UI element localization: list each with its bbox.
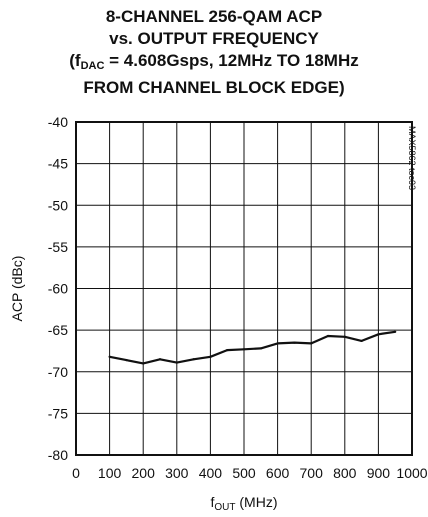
acp-data-point	[377, 333, 380, 336]
x-tick-label: 1000	[396, 465, 427, 481]
x-axis-title-unit: (MHz)	[236, 494, 278, 510]
y-tick-label: -40	[48, 114, 68, 130]
x-axis-title-main: f	[211, 494, 215, 510]
y-tick-label: -45	[48, 156, 68, 172]
x-tick-label: 700	[300, 465, 324, 481]
chart-title: 8-CHANNEL 256-QAM ACP vs. OUTPUT FREQUEN…	[0, 6, 428, 99]
y-tick-label: -75	[48, 405, 68, 421]
side-tag-label: MAX5862 toc03	[407, 126, 417, 190]
x-tick-label: 200	[132, 465, 156, 481]
title-line-3-prefix: (f	[69, 51, 81, 70]
title-line-1: 8-CHANNEL 256-QAM ACP	[105, 7, 323, 26]
x-tick-label: 100	[98, 465, 122, 481]
y-tick-label: -55	[48, 239, 68, 255]
title-line-2: vs. OUTPUT FREQUENCY	[109, 29, 319, 48]
x-tick-label: 500	[232, 465, 256, 481]
y-tick-label: -65	[48, 322, 68, 338]
acp-data-point	[209, 355, 212, 358]
x-tick-label: 0	[72, 465, 80, 481]
x-tick-label: 800	[333, 465, 357, 481]
acp-data-point	[259, 347, 262, 350]
acp-data-point	[343, 335, 346, 338]
title-line-3: (fDAC = 4.608Gsps, 12MHz TO 18MHz	[0, 50, 428, 77]
acp-data-point	[326, 334, 330, 338]
acp-data-point	[293, 341, 296, 344]
acp-data-point	[142, 362, 145, 365]
x-tick-label: 300	[165, 465, 189, 481]
title-line-3-suffix: = 4.608Gsps, 12MHz TO 18MHz	[104, 51, 359, 70]
x-axis-title-subscript: OUT	[214, 502, 235, 513]
acp-data-point	[226, 349, 229, 352]
acp-data-point	[125, 358, 128, 362]
y-tick-label: -50	[48, 197, 68, 213]
acp-data-point	[192, 358, 195, 361]
y-tick-label: -80	[48, 447, 68, 463]
y-axis-title: ACP (dBc)	[9, 256, 25, 322]
acp-data-point	[394, 330, 397, 333]
x-axis-title: fOUT (MHz)	[211, 494, 278, 513]
acp-series-line	[109, 330, 396, 365]
acp-data-point	[242, 348, 246, 351]
acp-data-point	[276, 342, 279, 345]
acp-data-point	[108, 355, 111, 358]
x-tick-label: 900	[367, 465, 391, 481]
acp-data-point	[175, 361, 178, 364]
acp-data-point	[158, 358, 162, 361]
y-tick-label: -60	[48, 281, 68, 297]
title-line-3-subscript: DAC	[80, 60, 105, 72]
plot-frame	[75, 121, 413, 456]
acp-data-point	[360, 339, 363, 343]
x-tick-label: 600	[266, 465, 290, 481]
acp-data-point	[310, 342, 313, 345]
y-tick-label: -70	[48, 364, 68, 380]
title-line-4: FROM CHANNEL BLOCK EDGE)	[83, 78, 345, 97]
x-tick-label: 400	[199, 465, 223, 481]
